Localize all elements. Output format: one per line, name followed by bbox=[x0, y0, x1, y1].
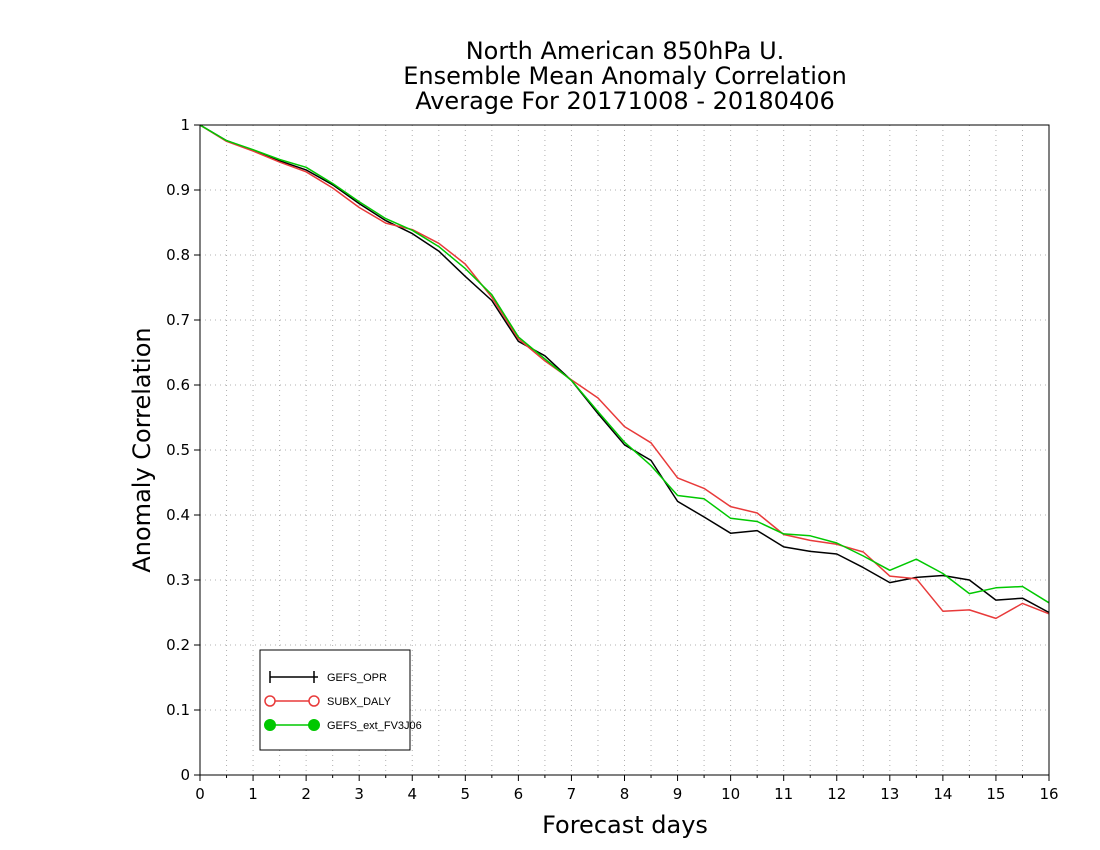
title-line-2: Ensemble Mean Anomaly Correlation bbox=[403, 62, 847, 90]
y-tick-label: 0.1 bbox=[166, 701, 190, 719]
x-tick-label: 0 bbox=[195, 785, 205, 803]
y-axis-title: Anomaly Correlation bbox=[128, 327, 156, 572]
x-tick-label: 10 bbox=[721, 785, 740, 803]
y-tick-label: 0.7 bbox=[166, 311, 190, 329]
y-tick-label: 0 bbox=[180, 766, 190, 784]
x-tick-label: 2 bbox=[301, 785, 311, 803]
x-tick-label: 14 bbox=[933, 785, 952, 803]
series-line-GEFS_OPR bbox=[199, 124, 1050, 614]
y-tick-label: 1 bbox=[180, 116, 190, 134]
series-line-SUBX_DALY bbox=[199, 124, 1050, 620]
legend-label: GEFS_OPR bbox=[327, 672, 387, 684]
legend: GEFS_OPR SUBX_DALY GEFS_ext_FV3J06 bbox=[259, 649, 422, 751]
legend-marker-filled-circle bbox=[308, 719, 320, 731]
series-lines bbox=[199, 124, 1050, 620]
x-tick-label: 13 bbox=[880, 785, 899, 803]
legend-entry: GEFS_OPR bbox=[269, 671, 387, 684]
legend-box bbox=[259, 649, 411, 751]
x-tick-label: 11 bbox=[774, 785, 793, 803]
x-tick-label: 3 bbox=[354, 785, 364, 803]
x-tick-label: 16 bbox=[1039, 785, 1058, 803]
y-tick-label: 0.2 bbox=[166, 636, 190, 654]
x-tick-label: 15 bbox=[986, 785, 1005, 803]
series-line-GEFS_ext_FV3J06 bbox=[199, 124, 1050, 604]
y-tick-label: 0.4 bbox=[166, 506, 190, 524]
legend-marker-open-circle bbox=[308, 695, 320, 707]
x-tick-label: 9 bbox=[673, 785, 683, 803]
x-tick-label: 6 bbox=[514, 785, 524, 803]
x-tick-label: 4 bbox=[407, 785, 417, 803]
legend-marker-filled-circle bbox=[264, 719, 276, 731]
x-tick-label: 7 bbox=[567, 785, 577, 803]
axis-ticks: 0 1 2 3 4 5 6 7 8 9 10 11 12 13 14 15 1600.10.20.30.40.5… bbox=[166, 116, 1058, 803]
x-axis-title: Forecast days bbox=[542, 811, 708, 839]
x-tick-label: 8 bbox=[620, 785, 630, 803]
legend-entry: SUBX_DALY bbox=[264, 695, 392, 708]
y-tick-label: 0.6 bbox=[166, 376, 190, 394]
y-tick-label: 0.3 bbox=[166, 571, 190, 589]
title-line-1: North American 850hPa U. bbox=[466, 37, 785, 65]
x-tick-label: 1 bbox=[248, 785, 258, 803]
legend-marker-open-circle bbox=[264, 695, 276, 707]
legend-label: SUBX_DALY bbox=[327, 696, 392, 708]
x-tick-label: 5 bbox=[461, 785, 471, 803]
chart-title: North American 850hPa U. Ensemble Mean A… bbox=[403, 37, 847, 115]
title-line-3: Average For 20171008 - 20180406 bbox=[415, 87, 835, 115]
plot-frame bbox=[199, 124, 1050, 776]
y-tick-label: 0.5 bbox=[166, 441, 190, 459]
y-tick-label: 0.9 bbox=[166, 181, 190, 199]
legend-label: GEFS_ext_FV3J06 bbox=[327, 720, 422, 732]
legend-entry: GEFS_ext_FV3J06 bbox=[264, 719, 422, 732]
y-tick-label: 0.8 bbox=[166, 246, 190, 264]
x-tick-label: 12 bbox=[827, 785, 846, 803]
